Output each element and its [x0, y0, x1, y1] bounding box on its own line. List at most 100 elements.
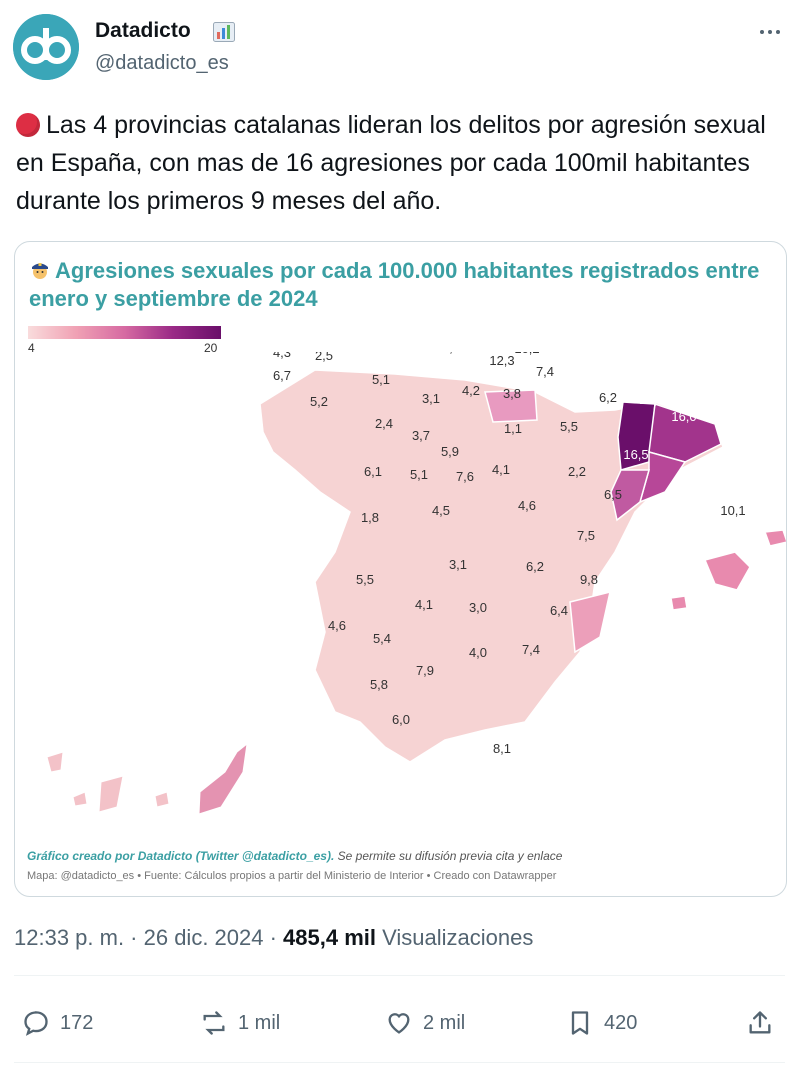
map-value-label: 4,1: [492, 462, 510, 477]
like-count: 2 mil: [423, 1011, 466, 1034]
valencia-shape: [569, 590, 611, 654]
girona-shape: [648, 402, 722, 463]
map-value-label: 3,1: [422, 391, 440, 406]
credit-rest: Se permite su difusión previa cita y enl…: [334, 849, 563, 863]
lleida-shape: [617, 401, 656, 471]
map-value-label: 5,8: [370, 677, 388, 692]
legend-min-label: 4: [28, 341, 35, 355]
tweet-body: Las 4 provincias catalanas lideran los d…: [16, 111, 766, 215]
map-value-label: 6,7: [273, 368, 291, 383]
map-value-label: 17,9: [706, 386, 731, 401]
views-label: Visualizaciones: [376, 925, 534, 950]
map-value-label: 2,5: [315, 352, 333, 363]
red-circle-emoji-icon: [16, 113, 40, 137]
bookmark-icon: [571, 1011, 589, 1035]
repost-icon: [203, 1011, 225, 1035]
media-card[interactable]: Agresiones sexuales por cada 100.000 hab…: [14, 241, 787, 897]
chart-title: Agresiones sexuales por cada 100.000 hab…: [29, 257, 774, 313]
map-value-label: 5,4: [373, 631, 391, 646]
canary-islands-west-shape: [46, 751, 170, 813]
reply-count: 172: [60, 1011, 94, 1034]
chart-title-text: Agresiones sexuales por cada 100.000 hab…: [29, 258, 760, 311]
map-value-label: 1,8: [361, 510, 379, 525]
map-value-label: 16,5: [623, 447, 648, 462]
repost-count: 1 mil: [238, 1011, 281, 1034]
map-value-label: 4,3: [273, 352, 291, 360]
map-value-label: 5,5: [356, 572, 374, 587]
basque-shape: [484, 389, 538, 423]
map-value-label: 7,9: [416, 663, 434, 678]
map-value-label: 5,7: [442, 352, 460, 355]
map-value-label: 4,1: [415, 597, 433, 612]
bookmark-count: 420: [604, 1011, 638, 1034]
map-value-label: 7,4: [536, 364, 554, 379]
map-value-label: 7,5: [577, 528, 595, 543]
map-value-label: 9,8: [580, 572, 598, 587]
spain-province-map: 4,32,54,95,710,110,212,36,75,17,45,23,14…: [46, 352, 786, 815]
reply-button[interactable]: 172: [22, 1008, 93, 1038]
map-value-label: 12,3: [489, 353, 514, 368]
tweet-meta: 12:33 p. m. · 26 dic. 2024 · 485,4 mil V…: [14, 925, 533, 951]
map-value-label: 7,6: [456, 469, 474, 484]
map-value-label: 4,0: [469, 645, 487, 660]
map-value-label: 5,1: [410, 467, 428, 482]
share-icon: [749, 1011, 771, 1034]
bookmark-button[interactable]: 420: [566, 1008, 637, 1038]
bar-chart-emoji-icon: [213, 22, 235, 42]
map-value-label: 10,1: [720, 503, 745, 518]
legend-max-label: 20: [204, 341, 218, 355]
heart-icon: [388, 1013, 410, 1034]
map-value-label: 6,1: [364, 464, 382, 479]
map-value-label: 3,7: [412, 428, 430, 443]
ibiza-shape: [670, 595, 688, 611]
map-value-label: 5,1: [372, 372, 390, 387]
share-button[interactable]: [746, 1008, 784, 1038]
map-value-label: 16,0: [671, 409, 696, 424]
account-name[interactable]: Datadicto: [95, 19, 191, 42]
menorca-shape: [763, 529, 786, 547]
canary-islands-east-shape: [198, 742, 248, 815]
mallorca-shape: [703, 551, 751, 591]
map-value-label: 6,2: [526, 559, 544, 574]
map-value-label: 4,6: [328, 618, 346, 633]
map-value-label: 5,9: [441, 444, 459, 459]
map-value-label: 6,2: [599, 390, 617, 405]
divider: [14, 975, 785, 976]
map-value-label: 2,4: [375, 416, 393, 431]
avatar[interactable]: [13, 14, 79, 80]
map-value-label: 3,1: [449, 557, 467, 572]
account-handle[interactable]: @datadicto_es: [95, 52, 229, 74]
reply-icon: [24, 1011, 48, 1036]
chart-source: Mapa: @datadicto_es • Fuente: Cálculos p…: [27, 870, 557, 882]
map-value-label: 6,5: [604, 487, 622, 502]
tarragona-shape: [610, 469, 650, 522]
mainland-spain-shape: [259, 369, 724, 763]
like-button[interactable]: 2 mil: [385, 1008, 465, 1038]
color-scale-legend: [28, 326, 221, 339]
map-value-label: 4,5: [432, 503, 450, 518]
more-options-button[interactable]: [752, 20, 788, 44]
map-value-label: 6,0: [392, 712, 410, 727]
map-value-label: 4,2: [462, 383, 480, 398]
repost-button[interactable]: 1 mil: [200, 1008, 280, 1038]
map-value-label: 8,1: [493, 741, 511, 756]
map-value-label: 1,1: [504, 421, 522, 436]
map-value-label: 10,2: [514, 352, 539, 356]
tweet-timestamp[interactable]: 12:33 p. m. · 26 dic. 2024 ·: [14, 925, 284, 950]
datadicto-logo-icon: [13, 14, 79, 80]
map-value-label: 4,6: [518, 498, 536, 513]
map-value-label: 5,2: [310, 394, 328, 409]
map-value-label: 6,4: [550, 603, 568, 618]
barcelona-shape: [638, 451, 687, 504]
map-value-label: 20,0: [639, 392, 664, 407]
views-count: 485,4 mil: [283, 925, 376, 950]
divider: [14, 1062, 785, 1063]
map-value-label: 2,2: [568, 464, 586, 479]
credit-bold: Gráfico creado por Datadicto (Twitter @d…: [27, 849, 335, 863]
chart-credit: Gráfico creado por Datadicto (Twitter @d…: [27, 849, 562, 863]
map-value-label: 3,0: [469, 600, 487, 615]
map-value-label: 3,8: [503, 386, 521, 401]
tweet-text: Las 4 provincias catalanas lideran los d…: [16, 106, 791, 220]
police-officer-emoji-icon: [32, 263, 48, 279]
map-value-label: 5,5: [560, 419, 578, 434]
